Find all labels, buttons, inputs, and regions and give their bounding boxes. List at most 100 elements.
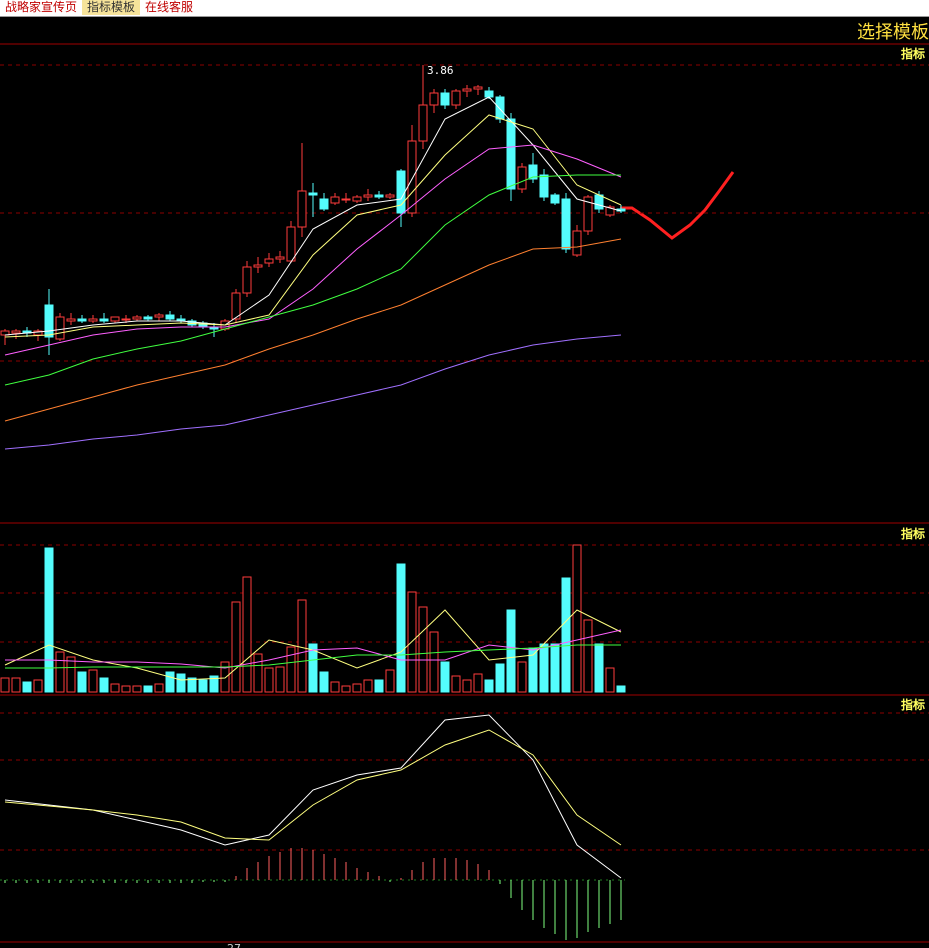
volume-bar: [594, 643, 604, 693]
volume-bar: [605, 667, 615, 693]
candle-body: [440, 92, 450, 106]
volume-bar: [220, 661, 230, 693]
volume-bar: [209, 675, 219, 693]
volume-bar: [88, 669, 98, 693]
volume-bar: [44, 547, 54, 693]
volume-bar: [77, 671, 87, 693]
volume-bar: [550, 643, 560, 693]
indicator-label: 指标: [901, 697, 925, 712]
candle-body: [407, 140, 417, 214]
indicator-line: [4, 114, 622, 338]
tab[interactable]: 在线客服: [145, 0, 194, 14]
volume-bar: [495, 663, 505, 693]
candle-body: [550, 194, 560, 204]
indicator-line: [5, 644, 621, 669]
candle-body: [330, 196, 340, 204]
volume-bar: [187, 677, 197, 693]
candle-body: [264, 258, 274, 264]
volume-bar: [429, 631, 439, 693]
candle-body: [506, 118, 516, 190]
template-button[interactable]: 选择模板: [857, 22, 929, 43]
volume-bar: [396, 563, 406, 693]
candle-body: [154, 314, 164, 318]
volume-bar: [330, 681, 340, 693]
volume-bar: [275, 666, 285, 693]
volume-bar: [616, 685, 626, 693]
candle-body: [88, 318, 98, 322]
volume-bar: [198, 679, 208, 693]
candle-body: [11, 330, 21, 334]
indicator-line: [4, 729, 622, 846]
volume-bar: [561, 577, 571, 693]
candle-body: [583, 196, 593, 232]
candle-body: [495, 96, 505, 120]
candle-body: [572, 230, 582, 256]
candle-body: [462, 88, 472, 92]
volume-bar: [352, 683, 362, 693]
volume-bar: [473, 673, 483, 693]
volume-bar: [517, 661, 527, 693]
candle-body: [374, 194, 384, 198]
volume-bar: [33, 679, 43, 693]
volume-bar: [165, 671, 175, 693]
candle-body: [363, 194, 373, 198]
indicator-label: 指标: [901, 526, 925, 541]
indicator-label: 指标: [901, 46, 925, 61]
volume-bar: [385, 669, 395, 693]
candle-body: [396, 170, 406, 214]
volume-bar: [154, 683, 164, 693]
candle-body: [341, 198, 351, 201]
candle-body: [528, 164, 538, 180]
volume-bar: [11, 677, 21, 693]
indicator-line: [4, 144, 622, 356]
candle-body: [165, 314, 175, 320]
volume-bar: [121, 685, 131, 693]
volume-bar: [242, 576, 252, 693]
volume-bar: [66, 656, 76, 693]
volume-bar: [99, 677, 109, 693]
high-label: 3.86: [427, 64, 454, 77]
volume-bar: [341, 685, 351, 693]
candle-body: [242, 266, 252, 294]
volume-bar: [319, 671, 329, 693]
candle-body: [77, 318, 87, 322]
chart: 选择模板 指标指标指标273.86: [0, 22, 929, 948]
volume-bar: [55, 651, 65, 693]
candle-body: [352, 196, 362, 202]
volume-bar: [583, 619, 593, 693]
volume-bar: [297, 599, 307, 693]
tab[interactable]: 指标模板: [82, 0, 141, 15]
indicator-line: [4, 334, 622, 450]
candle-body: [110, 316, 120, 322]
volume-bar: [22, 681, 32, 693]
tab[interactable]: 战略家宣传页: [5, 0, 78, 14]
indicator-line: [4, 714, 622, 879]
volume-bar: [484, 679, 494, 693]
candle-body: [143, 316, 153, 320]
volume-bar: [363, 679, 373, 693]
volume-bar: [440, 661, 450, 693]
candle-body: [605, 206, 615, 216]
candle-body: [451, 90, 461, 106]
indicator-line: [4, 238, 622, 422]
candle-body: [539, 174, 549, 198]
candle-body: [66, 318, 76, 322]
candle-body: [308, 192, 318, 196]
candle-body: [594, 194, 604, 210]
volume-bar: [418, 606, 428, 693]
volume-bar: [506, 609, 516, 693]
volume-bar: [253, 653, 263, 693]
candle-body: [99, 318, 109, 322]
candle-body: [121, 318, 131, 321]
indicator-line: [4, 96, 622, 336]
indicator-line: [4, 174, 621, 386]
candle-body: [385, 194, 395, 198]
volume-bar: [231, 601, 241, 693]
volume-bar: [143, 685, 153, 693]
candle-body: [275, 256, 285, 260]
tab-bar: 战略家宣传页 指标模板 在线客服: [0, 0, 929, 17]
candle-body: [55, 316, 65, 340]
volume-bar: [132, 685, 142, 693]
volume-bar: [462, 679, 472, 693]
